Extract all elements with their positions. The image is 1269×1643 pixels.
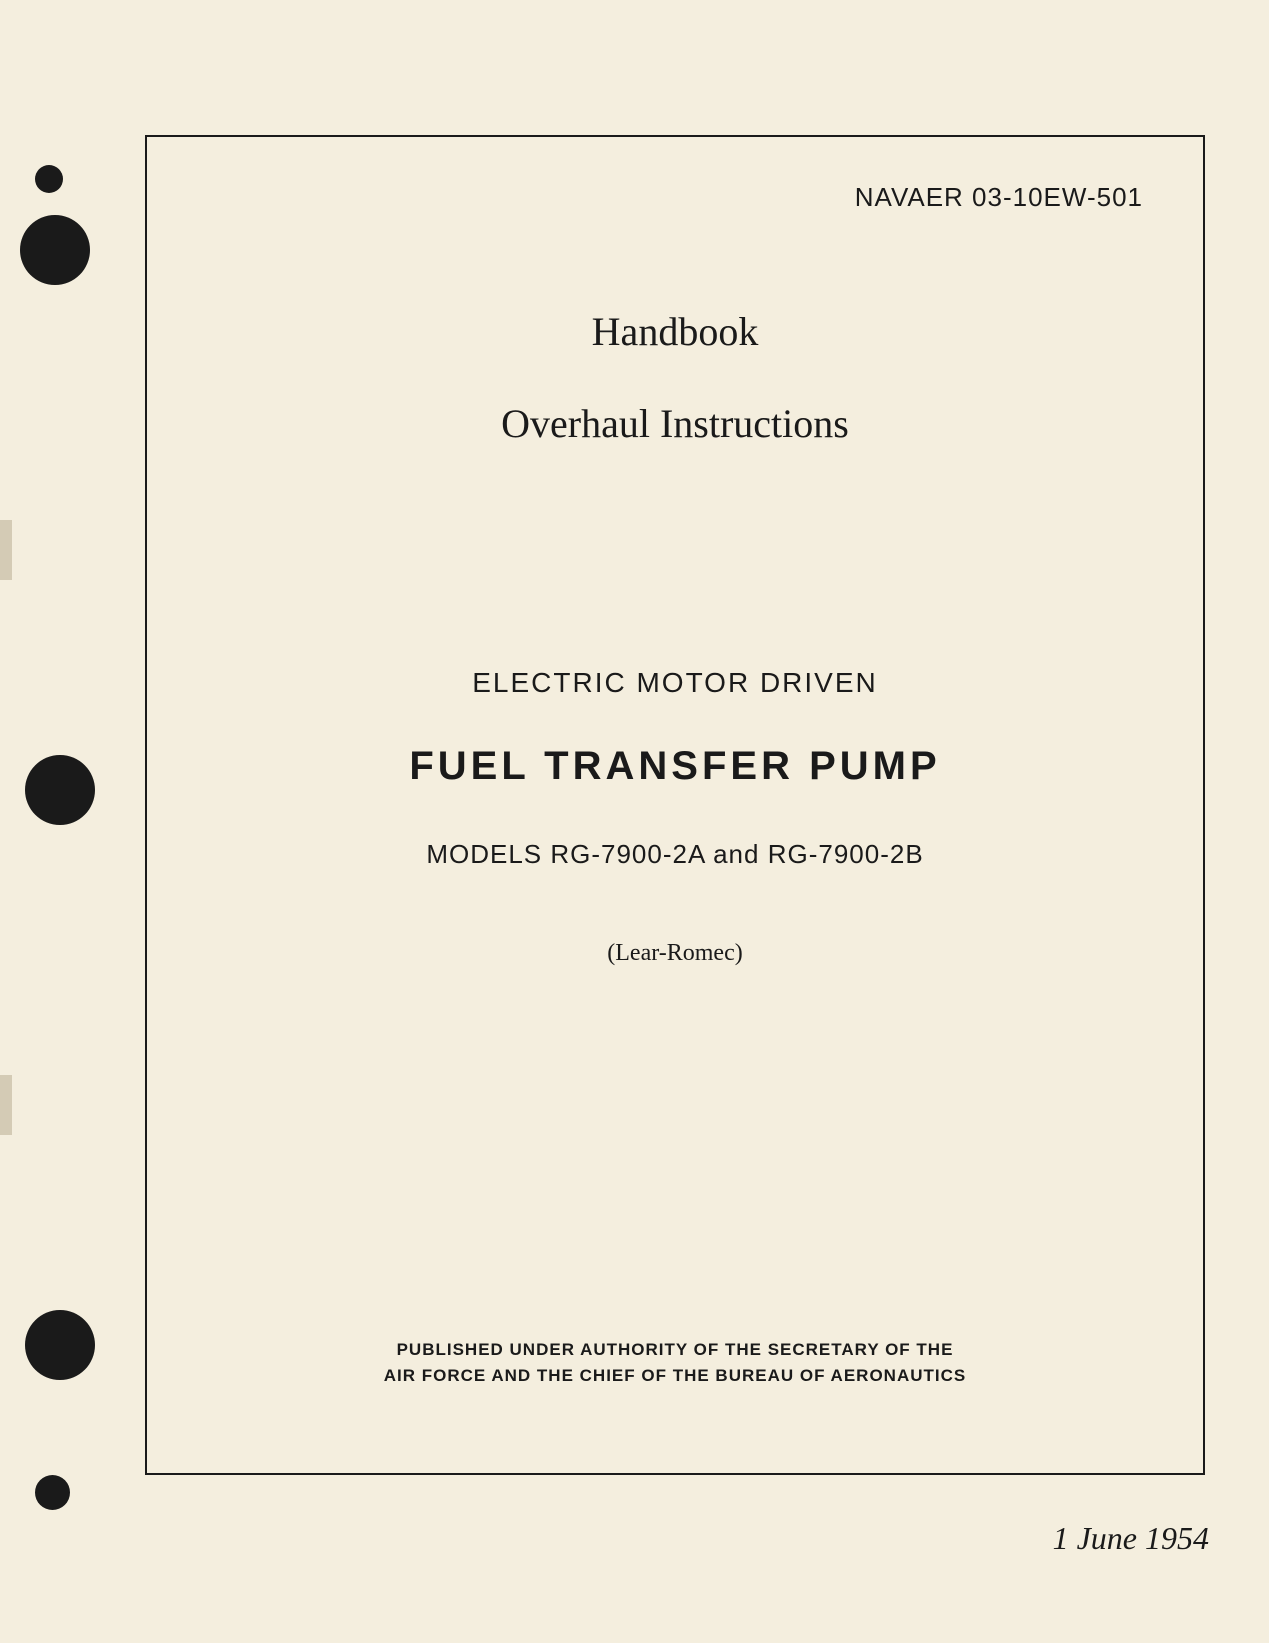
punch-hole [35, 165, 63, 193]
punch-hole [25, 755, 95, 825]
binding-mark [0, 1075, 12, 1135]
handbook-label: Handbook [197, 308, 1153, 355]
document-page: NAVAER 03-10EW-501 Handbook Overhaul Ins… [0, 0, 1269, 1643]
main-title: FUEL TRANSFER PUMP [197, 744, 1153, 789]
binding-mark [0, 520, 12, 580]
subtitle: ELECTRIC MOTOR DRIVEN [197, 667, 1153, 699]
document-number: NAVAER 03-10EW-501 [197, 182, 1143, 213]
publishing-authority: PUBLISHED UNDER AUTHORITY OF THE SECRETA… [197, 1337, 1153, 1388]
overhaul-label: Overhaul Instructions [197, 400, 1153, 447]
content-frame: NAVAER 03-10EW-501 Handbook Overhaul Ins… [145, 135, 1205, 1475]
model-numbers: MODELS RG-7900-2A and RG-7900-2B [197, 839, 1153, 870]
punch-hole [20, 215, 90, 285]
manufacturer: (Lear-Romec) [197, 940, 1153, 967]
authority-line: AIR FORCE AND THE CHIEF OF THE BUREAU OF… [384, 1366, 966, 1385]
punch-hole [35, 1475, 70, 1510]
publication-date: 1 June 1954 [1053, 1520, 1209, 1557]
punch-hole [25, 1310, 95, 1380]
authority-line: PUBLISHED UNDER AUTHORITY OF THE SECRETA… [397, 1340, 954, 1359]
